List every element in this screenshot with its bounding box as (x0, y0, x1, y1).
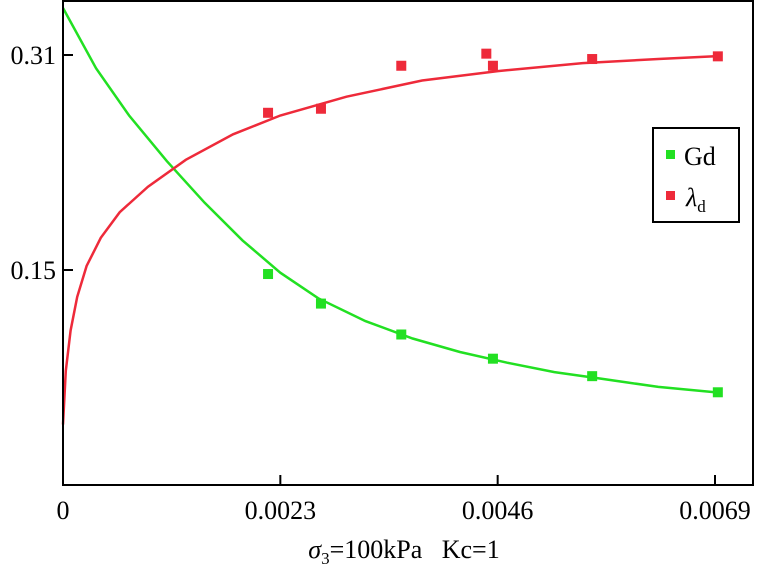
x-tick-label: 0.0069 (679, 496, 751, 525)
legend-box (652, 127, 740, 223)
y-tick-label: 0.31 (11, 41, 57, 70)
x-axis-label-symbol: σ (308, 535, 322, 564)
data-point-series-0 (712, 387, 723, 398)
legend-label-lambda: λd (685, 183, 706, 216)
x-axis-label-rest: =100kPa Kc=1 (330, 535, 500, 564)
data-point-series-1 (712, 51, 723, 62)
x-axis-label: σ3=100kPa Kc=1 (308, 535, 499, 568)
legend-marker-lambda (666, 191, 675, 200)
plot-frame (62, 0, 754, 486)
x-axis-label-subscript: 3 (321, 549, 330, 568)
data-point-series-0 (263, 269, 274, 280)
legend: Gd λd (652, 127, 740, 223)
data-point-series-1 (396, 60, 407, 71)
x-axis-ticks: 0 0.0023 0.0046 0.0069 (57, 475, 751, 525)
legend-marker-gd (666, 150, 675, 159)
data-point-series-1 (587, 54, 598, 65)
data-point-series-1 (481, 48, 492, 59)
legend-label-gd: Gd (684, 142, 716, 171)
fit-curve-series-0 (61, 7, 716, 394)
data-points (263, 48, 723, 398)
data-point-series-1 (487, 60, 498, 71)
data-point-series-0 (487, 353, 498, 364)
data-point-series-1 (263, 107, 274, 118)
data-point-series-1 (315, 103, 326, 114)
x-tick-label: 0.0046 (462, 496, 534, 525)
data-point-series-0 (315, 298, 326, 309)
x-tick-label: 0 (57, 496, 70, 525)
data-point-series-0 (396, 329, 407, 340)
legend-label-lambda-symbol: λ (685, 183, 697, 212)
y-axis-ticks: 0.15 0.31 (11, 41, 73, 285)
legend-label-lambda-subscript: d (697, 197, 706, 216)
fit-curves (61, 7, 716, 425)
x-tick-label: 0.0023 (245, 496, 317, 525)
data-point-series-0 (587, 371, 598, 382)
y-tick-label: 0.15 (11, 256, 57, 285)
fit-curve-series-1 (61, 55, 716, 425)
